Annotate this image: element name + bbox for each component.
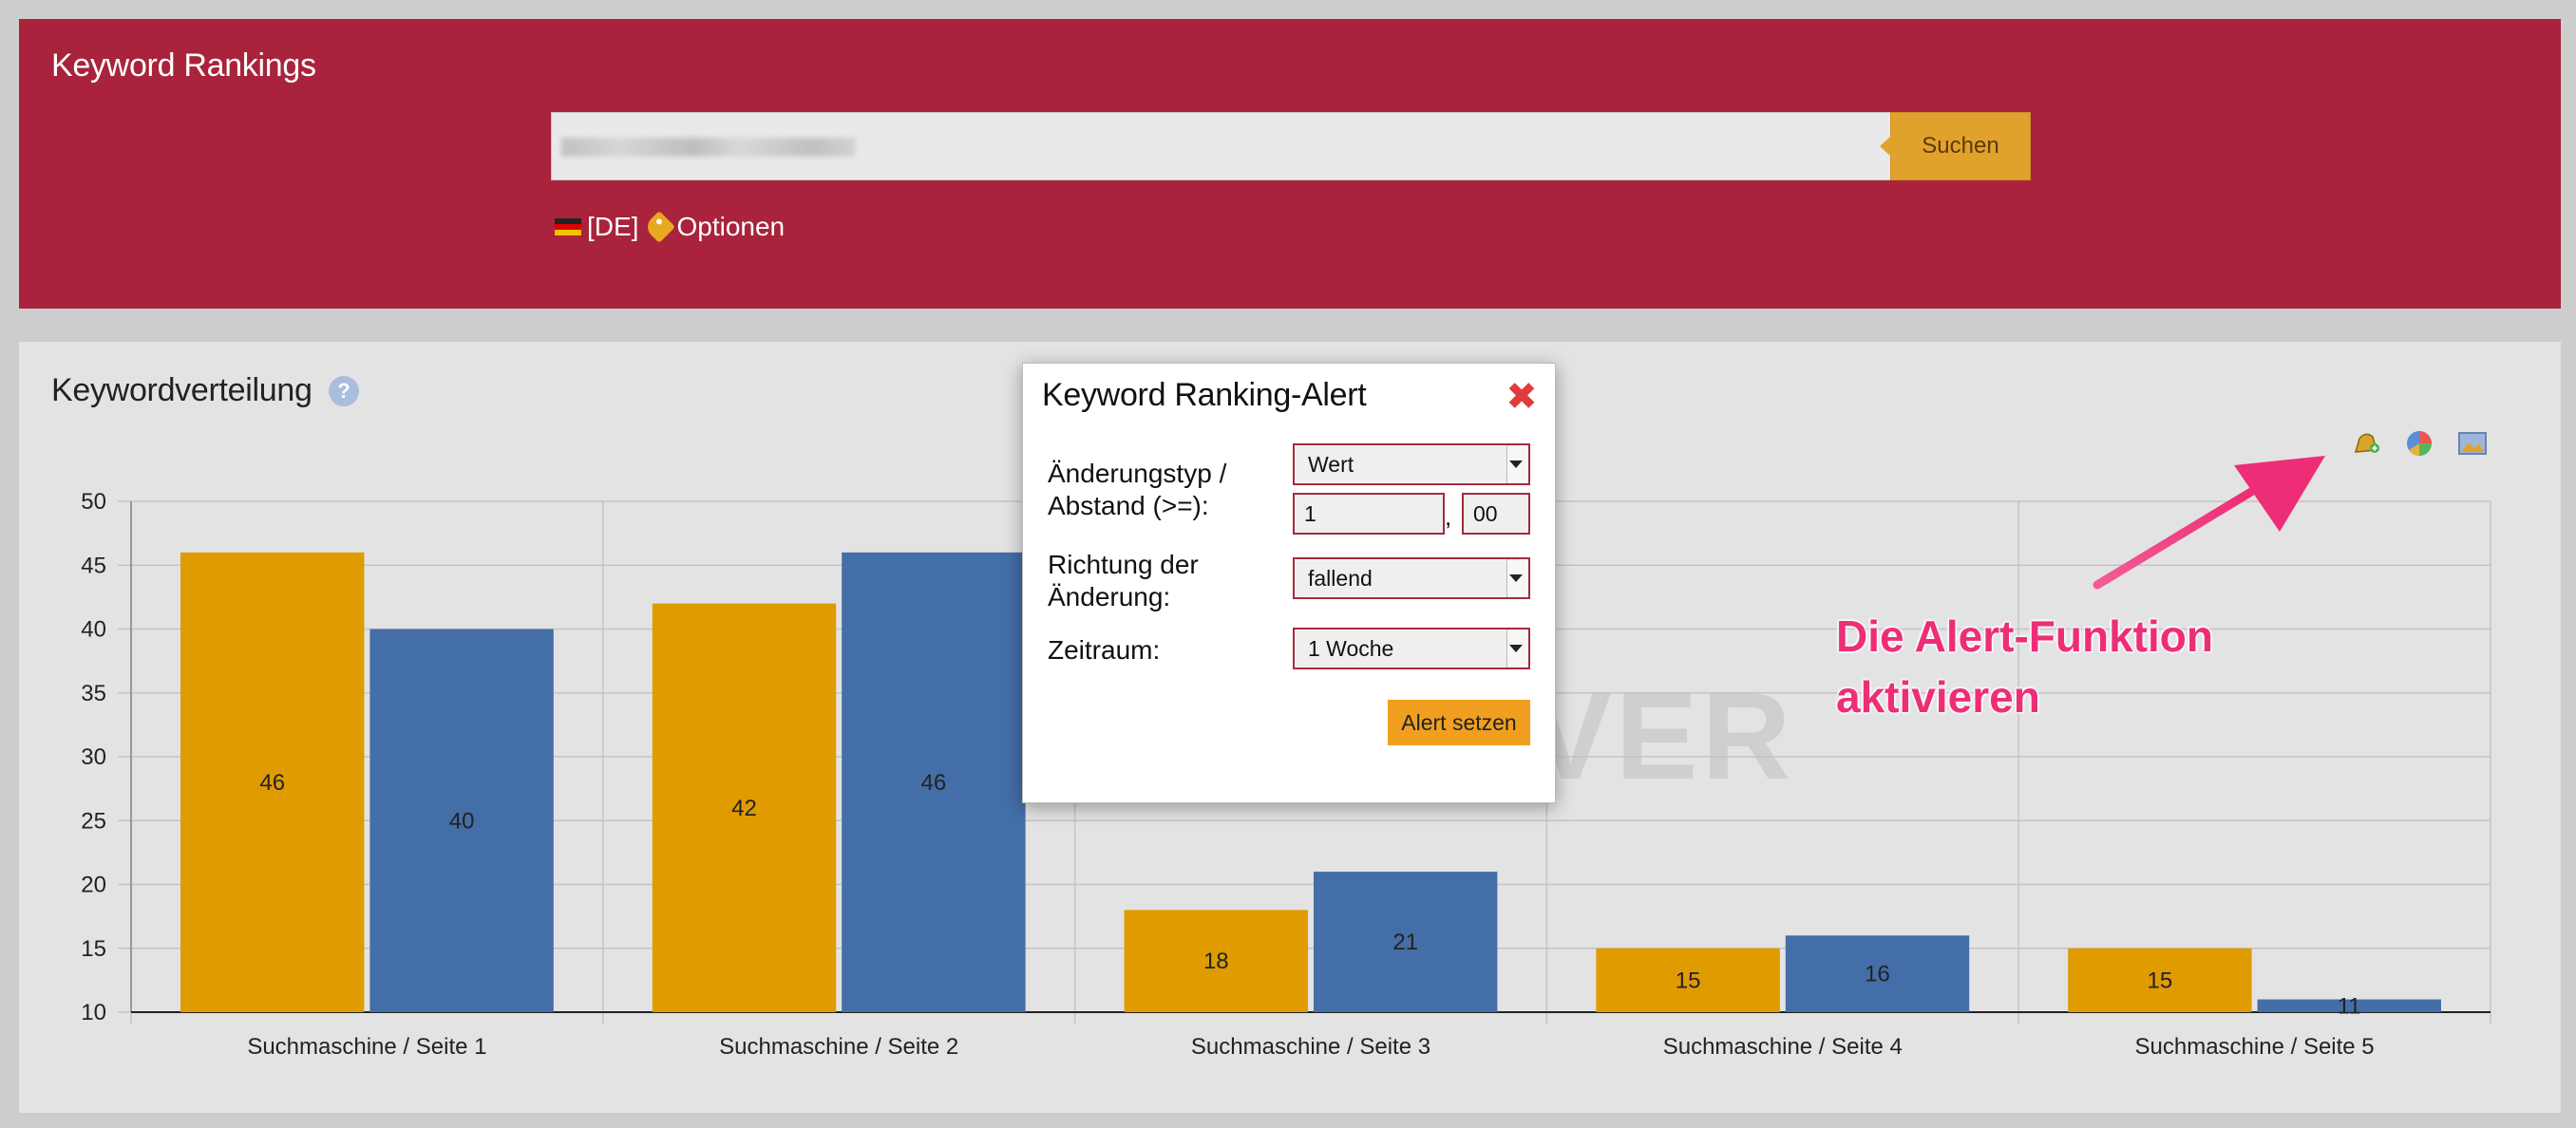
y-tick-label: 45	[81, 553, 106, 578]
change-type-label-1: Änderungstyp /	[1048, 459, 1227, 488]
change-type-select[interactable]: Wert	[1293, 443, 1530, 485]
country-selector[interactable]: [DE]	[587, 212, 639, 241]
options-row: [DE] Optionen	[555, 211, 786, 243]
search-button[interactable]: Suchen	[1880, 112, 2031, 180]
header-bar: Keyword Rankings Suchen [DE] Optionen	[19, 19, 2561, 309]
bar	[842, 552, 1026, 1012]
x-tick-label: Suchmaschine / Seite 1	[247, 1034, 486, 1060]
annotation-line-2: aktivieren	[1836, 672, 2040, 722]
bar	[180, 552, 365, 1012]
x-tick-label: Suchmaschine / Seite 5	[2135, 1034, 2375, 1060]
bar-value-label: 46	[259, 770, 285, 796]
bar	[652, 603, 837, 1012]
bar	[369, 629, 554, 1012]
change-type-label-2: Abstand (>=):	[1048, 491, 1209, 520]
direction-select[interactable]: fallend	[1293, 557, 1530, 599]
annotation-line-1: Die Alert-Funktion	[1836, 611, 2213, 661]
y-tick-label: 35	[81, 681, 106, 706]
x-tick-label: Suchmaschine / Seite 3	[1191, 1034, 1430, 1060]
panel-title: Keywordverteilung	[51, 372, 313, 408]
search-input-value	[561, 138, 856, 157]
y-tick-label: 25	[81, 808, 106, 834]
bar-value-label: 21	[1392, 930, 1418, 955]
y-tick-label: 30	[81, 744, 106, 770]
period-dropdown-icon	[1506, 630, 1528, 667]
dialog-title: Keyword Ranking-Alert	[1042, 377, 1367, 413]
watermark: VER	[1529, 667, 1795, 805]
ranking-alert-dialog: Keyword Ranking-Alert ✖ Änderungstyp / A…	[1022, 363, 1556, 803]
y-tick-label: 20	[81, 873, 106, 898]
y-tick-label: 50	[81, 489, 106, 515]
german-flag-icon	[555, 218, 581, 235]
bar-value-label: 46	[921, 770, 947, 796]
change-type-value: Wert	[1308, 452, 1354, 477]
bar-value-label: 15	[1676, 968, 1701, 993]
page-title: Keyword Rankings	[51, 47, 316, 84]
bar-value-label: 15	[2148, 968, 2173, 993]
search-input[interactable]	[551, 112, 1909, 180]
change-type-dropdown-icon	[1506, 445, 1528, 483]
y-tick-label: 40	[81, 617, 106, 643]
bar	[2068, 948, 2252, 1012]
period-label: Zeitraum:	[1048, 635, 1161, 665]
y-tick-label: 15	[81, 936, 106, 962]
bar-value-label: 40	[449, 808, 475, 834]
x-tick-label: Suchmaschine / Seite 4	[1663, 1034, 1903, 1060]
direction-dropdown-icon	[1506, 559, 1528, 597]
direction-label-1: Richtung der	[1048, 550, 1199, 579]
distance-integer-input[interactable]: 1	[1293, 493, 1445, 535]
bar-value-label: 11	[2338, 993, 2361, 1019]
pie-chart-icon[interactable]	[2403, 427, 2435, 460]
alert-bell-icon[interactable]	[2350, 427, 2382, 460]
image-export-icon[interactable]	[2456, 427, 2489, 460]
bar	[1124, 910, 1308, 1012]
direction-label-2: Änderung:	[1048, 582, 1171, 611]
direction-value: fallend	[1308, 566, 1373, 591]
bar	[1596, 948, 1780, 1012]
bar	[1785, 935, 1970, 1012]
bar-value-label: 42	[731, 796, 757, 821]
set-alert-button[interactable]: Alert setzen	[1388, 700, 1530, 745]
bar-value-label: 16	[1865, 962, 1890, 987]
help-icon[interactable]: ?	[329, 376, 359, 406]
period-value: 1 Woche	[1308, 636, 1394, 661]
annotation-callout: Die Alert-Funktion aktivieren	[1836, 606, 2213, 727]
options-link[interactable]: Optionen	[676, 212, 786, 241]
y-tick-label: 10	[81, 1000, 106, 1025]
x-tick-label: Suchmaschine / Seite 2	[719, 1034, 958, 1060]
tag-icon	[643, 211, 676, 243]
distance-separator: ,	[1445, 502, 1452, 531]
keyword-distribution-chart: 10 15 20 25 30 35 40 45 50 46 40 Suchmaschine / Sei…	[81, 489, 2491, 1060]
distance-decimal-input[interactable]: 00	[1462, 493, 1530, 535]
bar	[2257, 999, 2441, 1012]
bar	[1314, 872, 1498, 1012]
close-icon[interactable]: ✖	[1506, 376, 1538, 418]
period-select[interactable]: 1 Woche	[1293, 628, 1530, 669]
bar-value-label: 18	[1203, 949, 1229, 974]
